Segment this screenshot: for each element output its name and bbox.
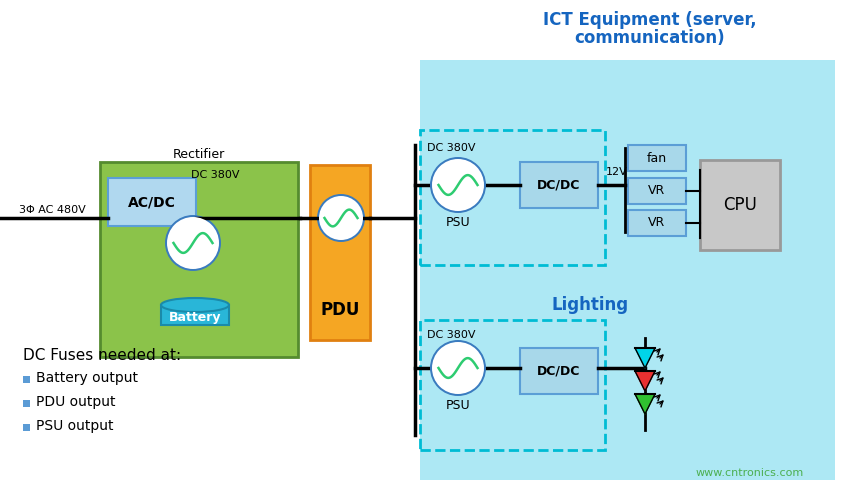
Text: VR: VR — [648, 185, 666, 197]
Text: DC Fuses needed at:: DC Fuses needed at: — [23, 347, 181, 363]
Bar — [23, 424, 30, 431]
Bar — [310, 165, 370, 340]
Text: CPU: CPU — [723, 196, 757, 214]
Text: DC 380V: DC 380V — [427, 330, 475, 340]
Text: AC/DC: AC/DC — [128, 195, 176, 209]
Bar — [520, 348, 598, 394]
Circle shape — [430, 340, 486, 396]
Text: DC/DC: DC/DC — [537, 364, 581, 378]
Bar — [420, 315, 835, 480]
Text: PDU: PDU — [320, 301, 360, 319]
Polygon shape — [635, 371, 655, 391]
Text: Lighting: Lighting — [551, 296, 629, 314]
Circle shape — [319, 196, 363, 240]
Text: PSU output: PSU output — [36, 419, 114, 433]
Bar — [628, 178, 686, 204]
Bar — [108, 178, 196, 226]
Bar — [100, 162, 298, 357]
Text: ICT Equipment (server,: ICT Equipment (server, — [543, 11, 757, 29]
Text: communication): communication) — [575, 29, 725, 47]
Circle shape — [432, 342, 484, 394]
Bar — [420, 130, 605, 265]
Polygon shape — [635, 394, 655, 414]
Bar — [23, 376, 30, 383]
Text: www.cntronics.com: www.cntronics.com — [695, 468, 804, 478]
Bar — [161, 305, 229, 325]
Text: PSU: PSU — [446, 399, 470, 412]
Text: PSU: PSU — [446, 215, 470, 228]
Bar — [700, 160, 780, 250]
Bar — [628, 145, 686, 171]
Text: Battery output: Battery output — [36, 371, 138, 385]
Circle shape — [167, 217, 219, 269]
Text: Rectifier: Rectifier — [173, 147, 225, 160]
Text: PDU output: PDU output — [36, 395, 115, 409]
Text: 12V: 12V — [606, 167, 628, 177]
Ellipse shape — [161, 298, 229, 312]
Text: DC 380V: DC 380V — [191, 170, 239, 180]
Text: 3Φ AC 480V: 3Φ AC 480V — [19, 205, 85, 215]
Circle shape — [432, 159, 484, 211]
Circle shape — [165, 215, 221, 271]
Circle shape — [317, 194, 365, 242]
Text: fan: fan — [647, 152, 667, 164]
Text: VR: VR — [648, 216, 666, 229]
Text: DC 380V: DC 380V — [427, 143, 475, 153]
Bar — [420, 60, 835, 315]
Bar — [23, 400, 30, 407]
Text: Battery: Battery — [169, 311, 221, 324]
Bar — [628, 210, 686, 236]
Polygon shape — [635, 348, 655, 368]
Text: DC/DC: DC/DC — [537, 178, 581, 191]
Bar — [420, 320, 605, 450]
Circle shape — [430, 157, 486, 213]
Bar — [520, 162, 598, 208]
